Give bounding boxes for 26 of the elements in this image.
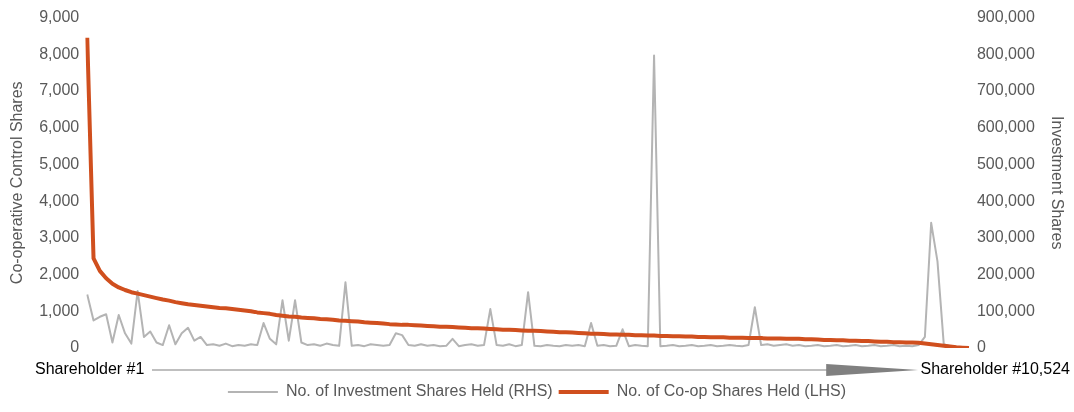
y2-tick-label: 700,000 xyxy=(976,81,1035,99)
y-axis-title: Co-operative Control Shares xyxy=(8,81,26,285)
y-tick-label: 2,000 xyxy=(39,264,80,282)
y-tick-label: 1,000 xyxy=(39,301,80,319)
legend-label: No. of Investment Shares Held (RHS) xyxy=(285,382,553,400)
y-tick-label: 8,000 xyxy=(39,44,80,62)
y2-tick-label: 200,000 xyxy=(976,264,1035,282)
y-tick-label: 6,000 xyxy=(39,118,80,136)
legend-label: No. of Co-op Shares Held (LHS) xyxy=(616,382,847,400)
y2-tick-label: 100,000 xyxy=(976,301,1035,319)
text: Shareholder #1 xyxy=(35,360,145,378)
y2-tick-label: 0 xyxy=(976,338,986,356)
y2-tick-label: 900,000 xyxy=(976,8,1035,26)
y2-tick-label: 400,000 xyxy=(976,191,1035,209)
y-tick-label: 0 xyxy=(70,338,80,356)
y-tick-label: 5,000 xyxy=(39,154,80,172)
y2-tick-label: 800,000 xyxy=(976,44,1035,62)
text: Shareholder #10,524 xyxy=(920,360,1071,378)
y2-tick-label: 600,000 xyxy=(976,118,1035,136)
y-tick-label: 4,000 xyxy=(39,191,80,209)
y2-tick-label: 300,000 xyxy=(976,228,1035,246)
y-tick-label: 7,000 xyxy=(39,81,80,99)
y-tick-label: 3,000 xyxy=(39,228,80,246)
y2-tick-label: 500,000 xyxy=(976,154,1035,172)
y2-axis-title: Investment Shares xyxy=(1048,116,1066,250)
y-tick-label: 9,000 xyxy=(39,8,80,26)
